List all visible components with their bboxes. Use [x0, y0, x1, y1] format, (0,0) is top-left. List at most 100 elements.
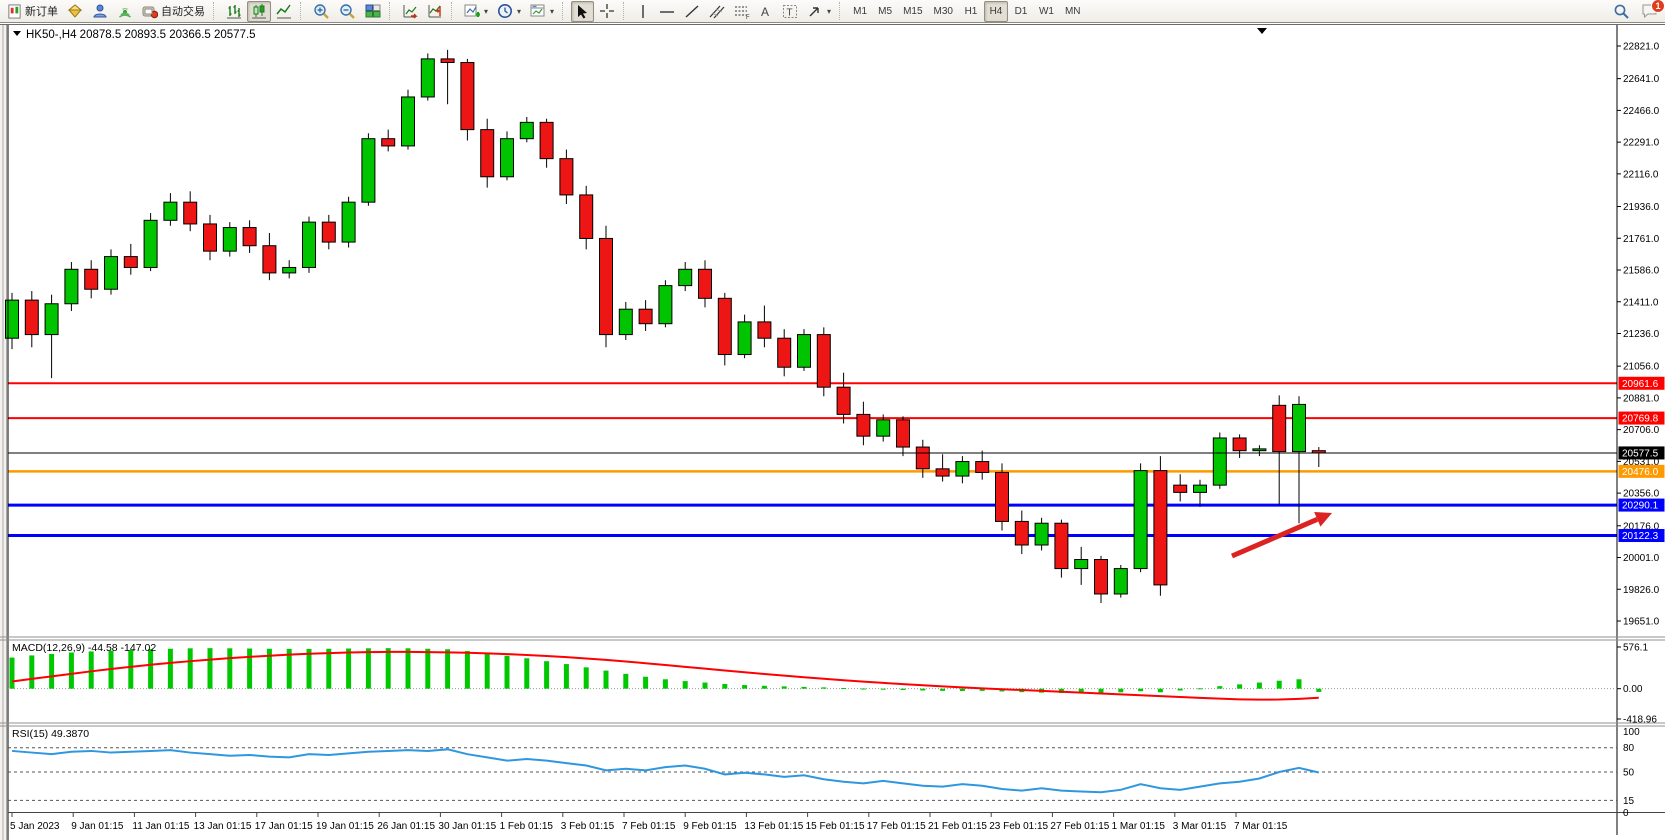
- macd-bar: [227, 648, 233, 689]
- candle-body: [995, 471, 1009, 522]
- line-chart-button[interactable]: [272, 1, 296, 22]
- crosshair-icon: [599, 3, 615, 19]
- macd-bar: [702, 682, 708, 689]
- zoom-out-button[interactable]: [335, 1, 360, 22]
- timeframe-button-d1[interactable]: D1: [1014, 5, 1028, 17]
- cursor-button[interactable]: [571, 0, 595, 22]
- candle-body: [915, 446, 930, 470]
- vertical-line-tool[interactable]: [632, 1, 654, 22]
- macd-bar: [860, 688, 866, 690]
- auto-trading-button[interactable]: 自动交易: [138, 1, 209, 22]
- tile-windows-button[interactable]: [361, 1, 385, 22]
- auto-scroll-button[interactable]: [398, 1, 422, 22]
- candle-body: [1014, 520, 1029, 546]
- candle-body: [222, 227, 237, 252]
- macd-bar: [326, 648, 332, 689]
- candlestick-icon: [251, 3, 267, 19]
- macd-axis-label: 576.1: [1623, 643, 1648, 654]
- timeframe-button-m30[interactable]: M30: [933, 5, 953, 17]
- timeframe-button-mn[interactable]: MN: [1064, 5, 1081, 17]
- macd-bar: [1078, 688, 1084, 694]
- horizontal-line-tool[interactable]: [655, 1, 679, 22]
- time-label: 9 Jan 01:15: [71, 821, 124, 832]
- price-badge-label: 20290.1: [1622, 501, 1659, 512]
- search-button[interactable]: [1609, 1, 1634, 22]
- macd-bar: [286, 648, 292, 689]
- candle-body: [84, 268, 99, 290]
- arrow-head: [1314, 511, 1332, 527]
- crosshair-button[interactable]: [595, 1, 619, 22]
- bar-chart-button[interactable]: [222, 1, 246, 22]
- timeframe-button-m1[interactable]: M1: [853, 5, 868, 17]
- macd-bar: [365, 648, 371, 689]
- candle-body: [5, 299, 19, 339]
- timeframe-button-m15[interactable]: M15: [903, 5, 923, 17]
- timeframe-button-h4[interactable]: H4: [983, 0, 1008, 22]
- periods-button[interactable]: ▾: [493, 1, 525, 22]
- candle-body: [143, 219, 158, 268]
- macd-bar: [425, 648, 431, 689]
- timeframe-button-w1[interactable]: W1: [1038, 5, 1054, 17]
- splitter[interactable]: [2, 24, 7, 840]
- macd-bar: [405, 648, 411, 689]
- text-tool[interactable]: A: [755, 1, 777, 22]
- macd-bar: [464, 651, 470, 689]
- chart-shift-icon: [427, 3, 443, 19]
- indicators-button[interactable]: ▾: [460, 1, 492, 22]
- macd-bar: [1316, 688, 1322, 692]
- horizontal-lines[interactable]: [8, 382, 1617, 538]
- shapes-tool[interactable]: ▾: [803, 1, 835, 22]
- candle-body: [638, 308, 653, 325]
- price-badge: [1618, 411, 1665, 425]
- macd-bar: [207, 648, 213, 689]
- notification-button[interactable]: 1: [1637, 0, 1665, 22]
- accounts-button[interactable]: [88, 1, 112, 22]
- chart-shift-button[interactable]: [423, 1, 447, 22]
- timeframe-buttons: M1 M5 M15 M30 H1 H4 D1 W1 MN: [848, 0, 1085, 22]
- templates-button[interactable]: ▾: [526, 1, 558, 22]
- symbol-dropdown-icon[interactable]: [13, 31, 21, 36]
- candle-body: [579, 194, 594, 239]
- price-tick-label: 21056.0: [1623, 362, 1660, 373]
- price-axis[interactable]: 22821.0 22641.0 22466.0 22291.0 22116.0 21936…: [1617, 42, 1665, 628]
- candle-body: [876, 419, 891, 437]
- macd-bar: [88, 651, 94, 689]
- signals-button[interactable]: [113, 1, 137, 22]
- market-watch-button[interactable]: [63, 1, 87, 22]
- channel-tool[interactable]: [705, 1, 729, 22]
- left-gutter[interactable]: [0, 24, 8, 840]
- candlestick-chart-button[interactable]: [247, 0, 271, 22]
- chart-background: [8, 24, 1665, 840]
- time-label: 5 Jan 2023: [10, 821, 60, 832]
- new-order-button[interactable]: 新订单: [3, 1, 62, 22]
- toolbar-separator: [451, 2, 456, 20]
- macd-bar: [623, 673, 629, 689]
- rsi-axis-label: 50: [1623, 768, 1635, 779]
- svg-text:A: A: [761, 5, 769, 19]
- macd-bar: [266, 648, 272, 689]
- candle-body: [1074, 559, 1089, 570]
- macd-bar: [900, 688, 906, 690]
- fibonacci-tool[interactable]: F: [730, 1, 754, 22]
- trendline-tool[interactable]: [680, 1, 704, 22]
- arrow-annotation[interactable]: [1231, 511, 1332, 559]
- scroll-marker-icon[interactable]: [1257, 28, 1267, 34]
- plot-border: [7, 24, 1618, 840]
- price-badge-label: 20476.0: [1622, 467, 1659, 478]
- price-tick-label: 21586.0: [1623, 266, 1660, 277]
- chevron-down-icon: ▾: [517, 6, 522, 16]
- candle-body: [361, 138, 376, 203]
- label-tool[interactable]: T: [778, 1, 802, 22]
- zoom-in-button[interactable]: [309, 1, 334, 22]
- candle-body: [737, 321, 752, 356]
- time-axis[interactable]: 5 Jan 2023 9 Jan 01:15 11 Jan 01:15 13 Jan …: [10, 812, 1288, 833]
- timeframe-button-m5[interactable]: M5: [878, 5, 893, 17]
- macd-bar: [643, 676, 649, 689]
- macd-bar: [1217, 686, 1223, 689]
- price-badge-label: 20122.3: [1622, 531, 1659, 542]
- timeframe-button-h1[interactable]: H1: [964, 5, 978, 17]
- macd-bar: [742, 685, 748, 689]
- time-label: 3 Mar 01:15: [1173, 821, 1227, 832]
- candle-body: [203, 223, 217, 252]
